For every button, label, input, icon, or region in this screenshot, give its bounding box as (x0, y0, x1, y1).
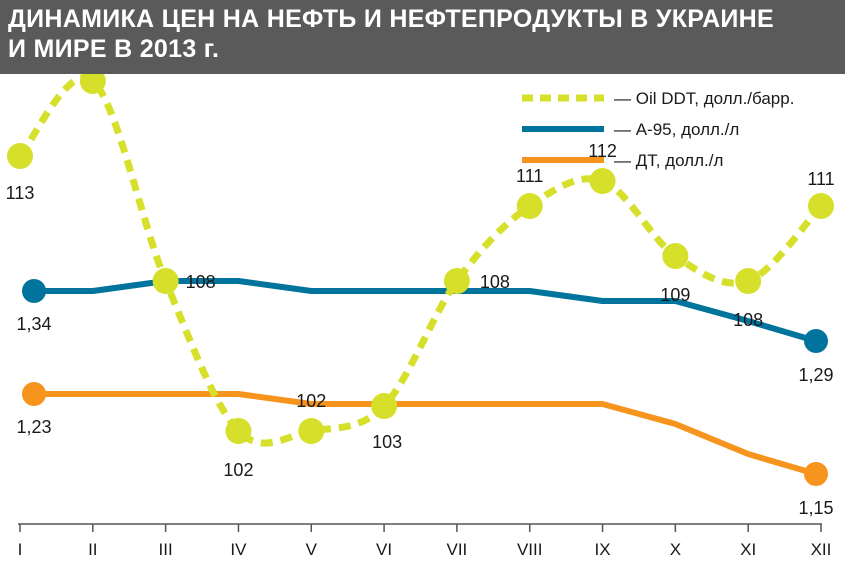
a95-endpoint-label: 1,34 (16, 314, 51, 334)
legend-label-a95: — А-95, долл./л (614, 120, 739, 139)
oil-point (79, 74, 106, 94)
oil-point (589, 168, 616, 194)
oil-data-label: 108 (186, 272, 216, 292)
x-tick-label: VI (376, 540, 392, 559)
oil-data-label: 109 (660, 285, 690, 305)
title-bar: ДИНАМИКА ЦЕН НА НЕФТЬ И НЕФТЕПРОДУКТЫ В … (0, 0, 845, 74)
legend: — Oil DDT, долл./барр. — А-95, долл./л — Д… (522, 89, 794, 170)
oil-data-label: 108 (733, 310, 763, 330)
oil-data-label: 103 (372, 432, 402, 452)
x-tick-label: IX (595, 540, 611, 559)
x-tick-label: VII (447, 540, 468, 559)
oil-point (298, 418, 325, 444)
x-tick-label: XI (740, 540, 756, 559)
data-labels: 1131161081021021031081111121091081111,34… (6, 141, 835, 518)
dt-endpoint-marker (22, 382, 46, 406)
oil-point (808, 193, 834, 219)
oil-point (371, 393, 398, 419)
oil-data-label: 102 (223, 460, 253, 480)
oil-point (443, 268, 470, 294)
oil-point (735, 268, 762, 294)
x-axis: I II III IV V VI VII VIII IX X XI XII (18, 523, 832, 559)
x-tick-label: XII (811, 540, 832, 559)
oil-point (516, 193, 543, 219)
x-tick-label: I (18, 540, 23, 559)
x-tick-label: X (670, 540, 681, 559)
x-tick-label: III (159, 540, 173, 559)
x-tick-label: VIII (517, 540, 543, 559)
a95-endpoint-label: 1,29 (798, 365, 833, 385)
dt-endpoint-label: 1,15 (798, 498, 833, 518)
oil-data-label: 113 (6, 183, 35, 203)
dt-endpoint-marker (804, 462, 828, 486)
chart-title-line-1: ДИНАМИКА ЦЕН НА НЕФТЬ И НЕФТЕПРОДУКТЫ В … (8, 5, 775, 33)
legend-label-dt: — ДТ, долл./л (614, 151, 723, 170)
a95-series-line (34, 278, 817, 344)
series-points (7, 74, 834, 486)
oil-point (662, 243, 689, 269)
a95-endpoint-marker (22, 279, 46, 303)
chart-title-line-2: И МИРЕ В 2013 г. (8, 35, 220, 63)
legend-label-oil: — Oil DDT, долл./барр. (614, 89, 794, 108)
oil-point (152, 268, 179, 294)
chart-title: ДИНАМИКА ЦЕН НА НЕФТЬ И НЕФТЕПРОДУКТЫ В … (8, 4, 774, 64)
oil-point (225, 418, 252, 444)
oil-data-label: 102 (296, 391, 326, 411)
x-tick-label: II (88, 540, 97, 559)
oil-data-label: 112 (588, 141, 617, 161)
dt-endpoint-label: 1,23 (16, 417, 51, 437)
dt-series-line (34, 391, 817, 477)
x-tick-label: IV (230, 540, 247, 559)
oil-data-label: 111 (516, 166, 543, 186)
a95-endpoint-marker (804, 329, 828, 353)
oil-data-label: 108 (480, 272, 510, 292)
x-tick-label: V (306, 540, 318, 559)
oil-point (7, 143, 33, 169)
oil-data-label: 111 (807, 169, 834, 189)
